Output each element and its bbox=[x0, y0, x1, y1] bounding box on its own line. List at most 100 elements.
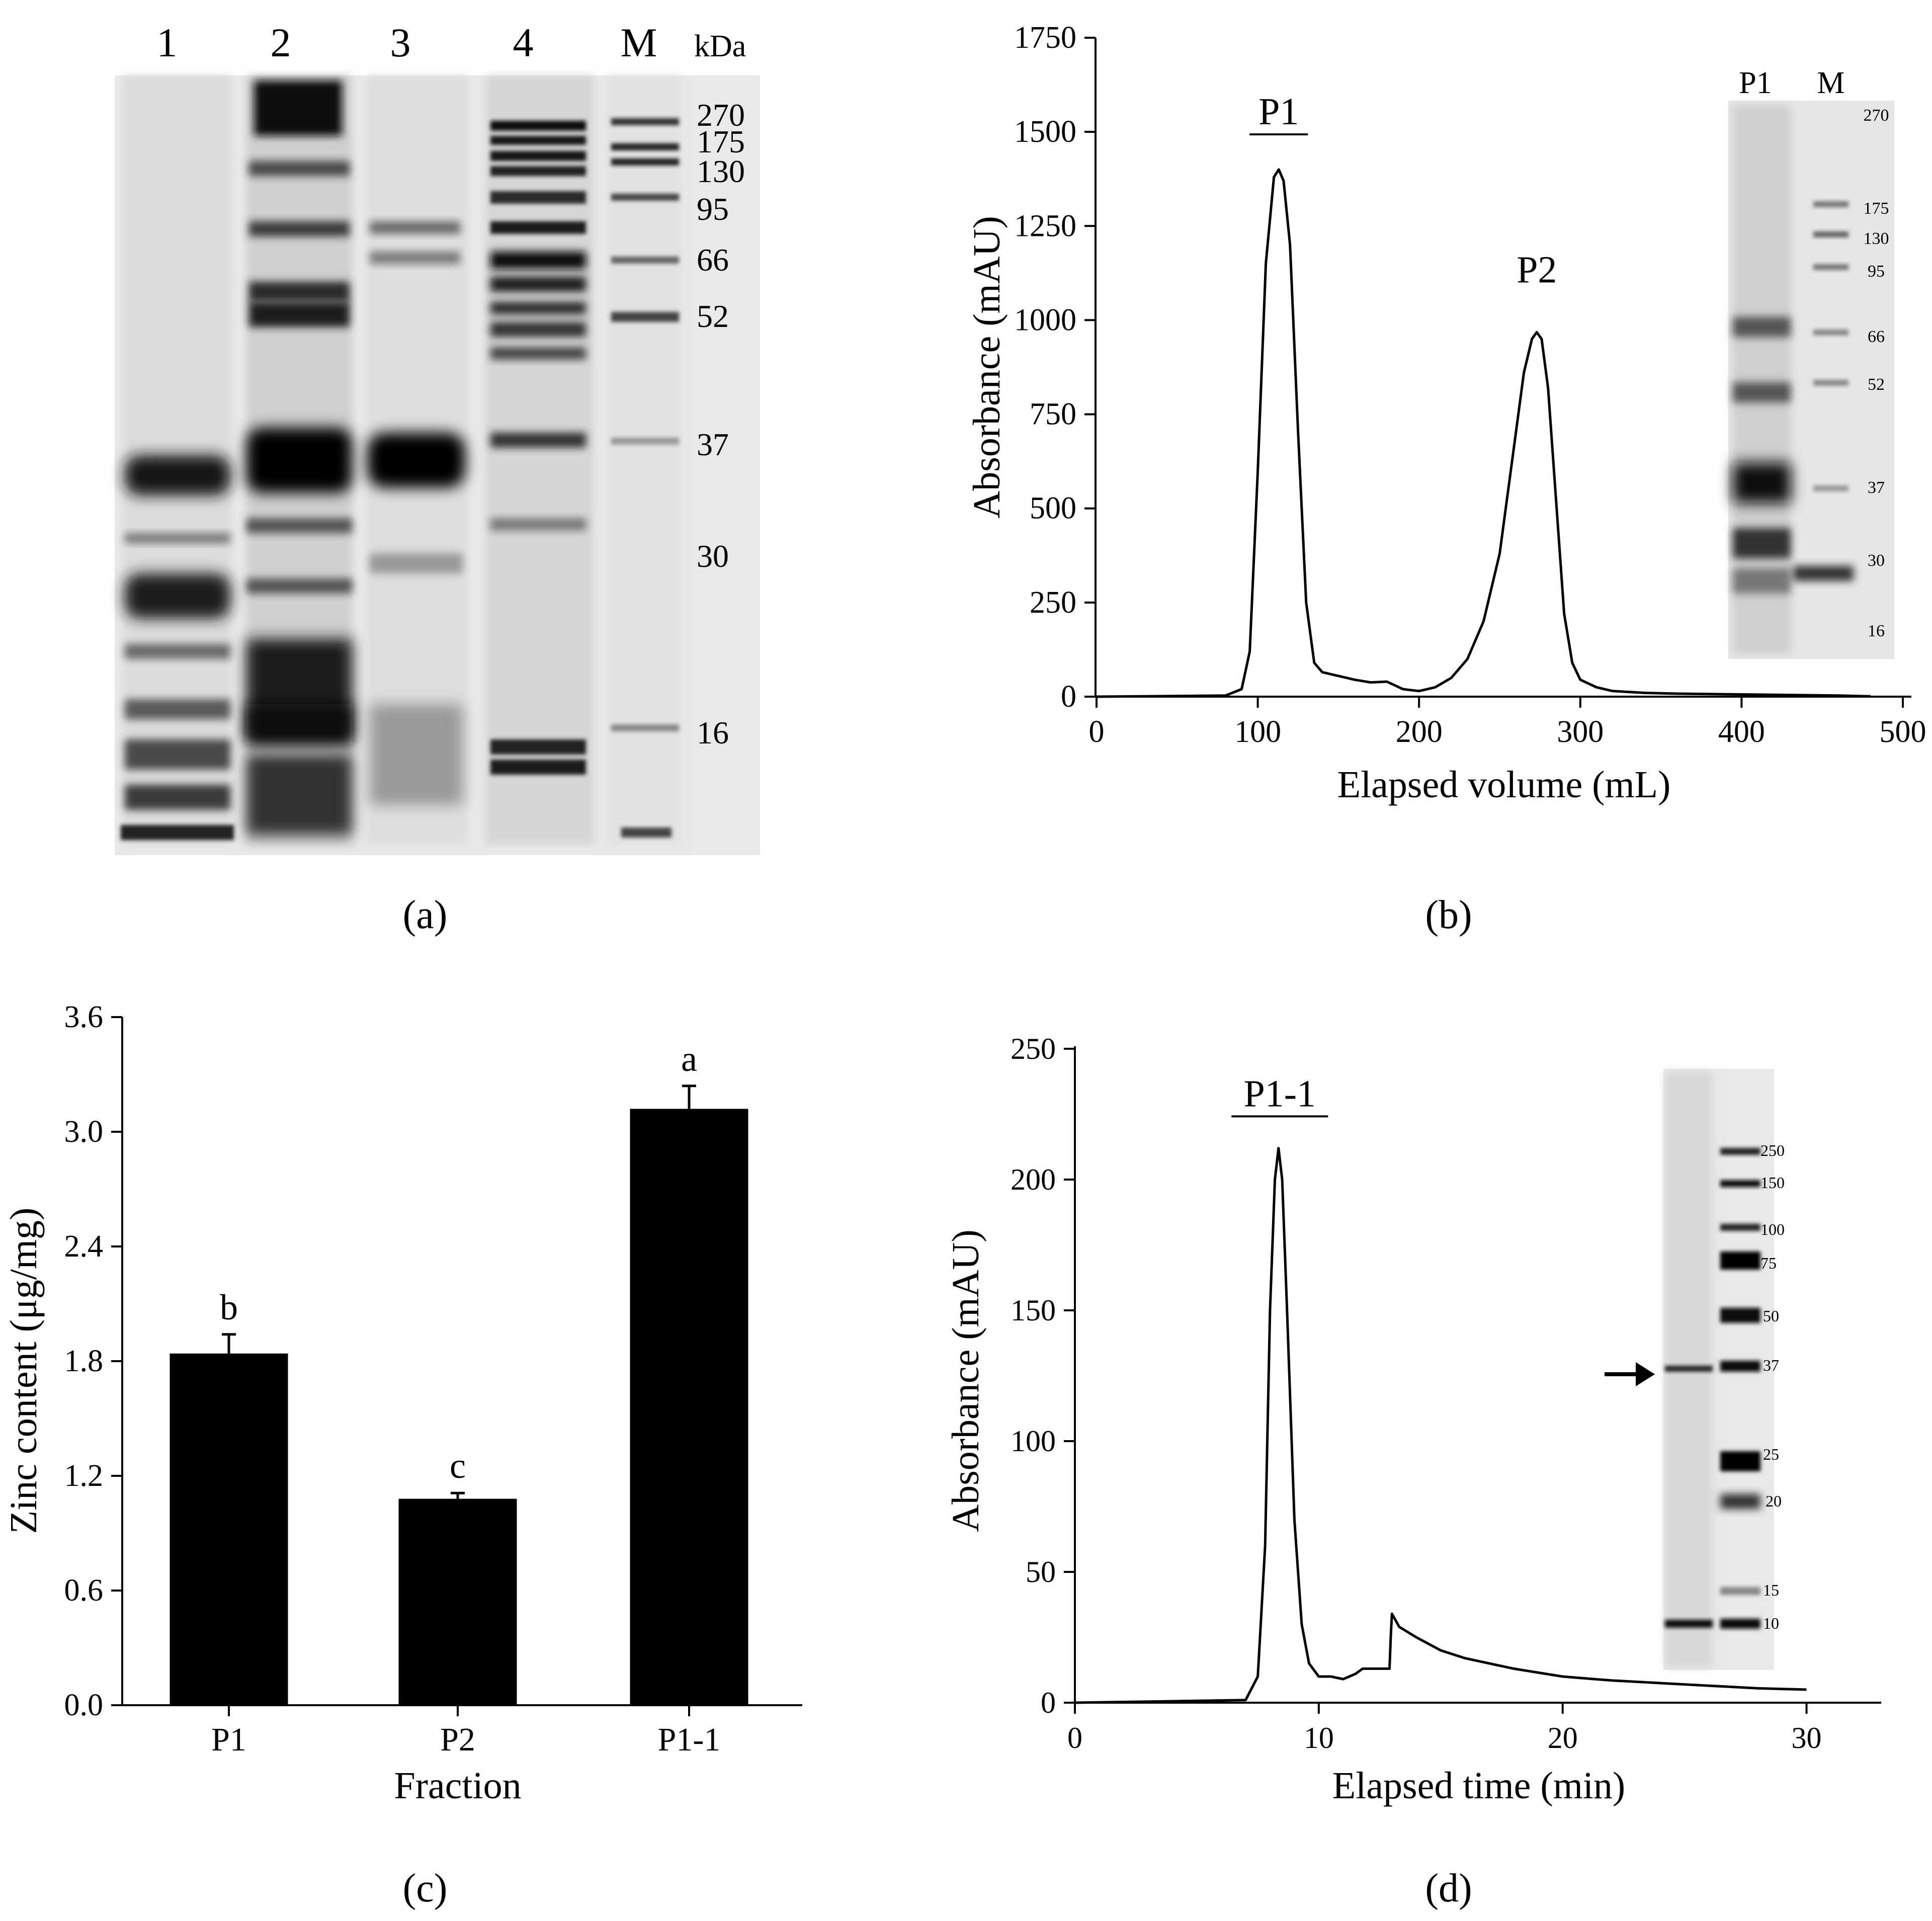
marker-band bbox=[1720, 1619, 1760, 1629]
marker-label: 175 bbox=[697, 124, 745, 159]
band bbox=[490, 136, 586, 145]
x-tick-label: P2 bbox=[440, 1721, 475, 1758]
x-tick-label: 0 bbox=[1089, 715, 1105, 749]
marker-label: 16 bbox=[1868, 622, 1885, 640]
marker-label: 52 bbox=[1868, 375, 1885, 394]
band bbox=[490, 302, 586, 314]
band bbox=[1733, 382, 1791, 402]
marker-band bbox=[1720, 1224, 1760, 1231]
y-tick-label: 3.0 bbox=[64, 1115, 104, 1149]
y-tick-label: 1000 bbox=[1014, 303, 1076, 337]
marker-band bbox=[1720, 1451, 1760, 1471]
marker-label: 95 bbox=[1868, 262, 1885, 281]
panel-b-axes bbox=[1095, 38, 1911, 698]
panel-a-gel: 1 2 3 4 M kDa 270 175 130 95 66 52 37 30… bbox=[115, 20, 760, 937]
band bbox=[490, 433, 586, 448]
x-tick-label: 200 bbox=[1396, 715, 1443, 749]
x-tick-label: 500 bbox=[1880, 715, 1926, 749]
gel-a-unit-label: kDa bbox=[694, 29, 746, 63]
band bbox=[490, 277, 586, 292]
bars: P1 b P2 c P1-1 a bbox=[170, 1039, 748, 1758]
marker-label: 130 bbox=[697, 153, 745, 189]
y-ticks: 0.0 0.6 1.2 1.8 2.4 3.0 3.6 bbox=[64, 1000, 122, 1722]
marker-label: 16 bbox=[697, 715, 729, 750]
marker-label: 15 bbox=[1763, 1581, 1779, 1599]
marker-band bbox=[621, 827, 671, 838]
y-tick-label: 0.6 bbox=[64, 1573, 104, 1608]
marker-band bbox=[1720, 1180, 1760, 1187]
marker-band bbox=[1793, 566, 1854, 581]
band bbox=[370, 704, 463, 805]
x-ticks: 0 10 20 30 bbox=[1067, 1703, 1822, 1755]
inset-lane-smear bbox=[1733, 106, 1791, 654]
marker-label: 30 bbox=[1868, 551, 1885, 570]
marker-label: 66 bbox=[1868, 327, 1885, 346]
marker-band bbox=[611, 312, 679, 322]
band bbox=[490, 121, 586, 131]
marker-band bbox=[611, 438, 679, 445]
band bbox=[125, 644, 230, 659]
band bbox=[246, 755, 352, 835]
inset-lane-label: M bbox=[1817, 66, 1844, 100]
y-tick-label: 250 bbox=[1030, 586, 1076, 620]
band bbox=[370, 553, 463, 573]
significance-letter: c bbox=[450, 1446, 466, 1486]
band bbox=[246, 578, 352, 594]
series-line bbox=[1074, 1147, 1807, 1704]
bar bbox=[398, 1498, 517, 1705]
band bbox=[125, 699, 230, 719]
x-tick-label: 0 bbox=[1067, 1721, 1082, 1755]
band bbox=[254, 80, 342, 136]
band bbox=[1733, 568, 1791, 594]
y-tick-label: 200 bbox=[1011, 1163, 1056, 1196]
y-tick-label: 1.2 bbox=[64, 1459, 104, 1493]
marker-band bbox=[1720, 1308, 1760, 1323]
marker-label: 10 bbox=[1763, 1614, 1779, 1632]
band bbox=[1733, 463, 1791, 503]
significance-letter: b bbox=[220, 1287, 238, 1327]
marker-label: 150 bbox=[1760, 1174, 1785, 1192]
marker-label: 270 bbox=[1864, 106, 1889, 125]
band bbox=[490, 166, 586, 176]
x-tick-label: 30 bbox=[1792, 1721, 1822, 1755]
y-tick-label: 150 bbox=[1011, 1294, 1056, 1327]
panel-c-chart: 0.0 0.6 1.2 1.8 2.4 3.0 3.6 P1 b P2 c P1-1 a Fracti… bbox=[3, 1000, 802, 1910]
marker-label: 95 bbox=[697, 191, 729, 227]
band bbox=[490, 347, 586, 360]
x-tick-label: 400 bbox=[1718, 715, 1765, 749]
marker-band bbox=[1813, 264, 1849, 270]
peak-label: P1-1 bbox=[1243, 1072, 1316, 1115]
marker-band bbox=[1813, 201, 1849, 207]
band bbox=[125, 573, 230, 619]
panel-label-d: (d) bbox=[1425, 1866, 1472, 1910]
y-axis-label: Zinc content (μg/mg) bbox=[3, 1208, 45, 1534]
band bbox=[367, 433, 465, 488]
panel-label-a: (a) bbox=[403, 893, 448, 937]
y-tick-label: 0 bbox=[1061, 680, 1076, 714]
x-tick-label: 300 bbox=[1557, 715, 1604, 749]
band bbox=[490, 518, 586, 531]
band bbox=[490, 151, 586, 161]
marker-band bbox=[611, 158, 679, 165]
y-tick-label: 500 bbox=[1030, 491, 1076, 526]
x-tick-label: 20 bbox=[1548, 1721, 1578, 1755]
x-axis-label: Fraction bbox=[394, 1765, 521, 1807]
gel-a-lane-labels: 1 2 3 4 M bbox=[157, 20, 657, 65]
x-tick-label: P1 bbox=[211, 1721, 246, 1758]
y-tick-label: 50 bbox=[1026, 1555, 1056, 1589]
band bbox=[370, 252, 460, 264]
panel-label-b: (b) bbox=[1425, 893, 1472, 937]
marker-label: 50 bbox=[1763, 1307, 1779, 1325]
marker-label: 100 bbox=[1760, 1220, 1785, 1238]
y-axis-label: Absorbance (mAU) bbox=[966, 216, 1008, 518]
marker-label: 30 bbox=[697, 538, 729, 574]
band bbox=[490, 221, 586, 234]
lane-4-smear bbox=[485, 75, 594, 845]
marker-band bbox=[1720, 1148, 1760, 1155]
y-ticks: 0 50 100 150 200 250 bbox=[1011, 1032, 1075, 1719]
x-axis-label: Elapsed volume (mL) bbox=[1337, 764, 1671, 806]
band bbox=[125, 533, 230, 543]
y-tick-label: 250 bbox=[1011, 1032, 1056, 1065]
bar bbox=[630, 1109, 748, 1705]
band bbox=[246, 428, 352, 493]
